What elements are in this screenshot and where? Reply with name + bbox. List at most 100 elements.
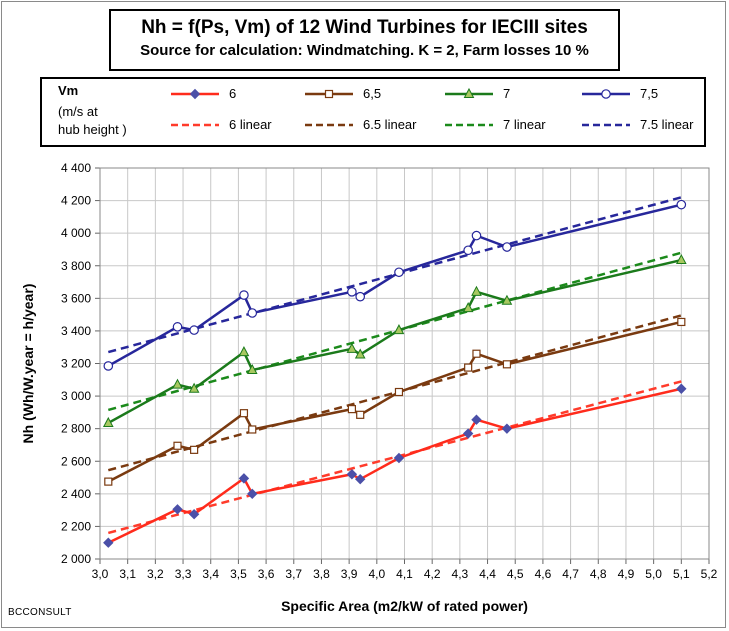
x-tick-label: 3,5 (230, 567, 247, 581)
data-point (190, 445, 199, 454)
x-tick-label: 3,0 (92, 567, 109, 581)
series-6 (103, 383, 687, 548)
legend-subtitle-line: hub height ) (58, 122, 127, 137)
x-tick-label: 4,6 (535, 567, 552, 581)
data-point (462, 302, 474, 313)
y-tick-label: 4 000 (61, 226, 91, 240)
series-7 (102, 253, 687, 427)
x-tick-label: 4,7 (562, 567, 579, 581)
x-tick-label: 4,8 (590, 567, 607, 581)
trendline-6-5-linear (107, 314, 682, 472)
x-tick-label: 5,0 (645, 567, 662, 581)
y-tick-label: 2 600 (61, 454, 91, 468)
data-point (172, 504, 183, 515)
legend-swatch (305, 123, 353, 127)
data-point (354, 348, 366, 359)
data-point (104, 477, 113, 486)
data-point (172, 378, 183, 389)
y-tick-label: 2 000 (61, 552, 91, 566)
legend-swatch (305, 89, 353, 99)
data-point (347, 287, 357, 297)
data-point (394, 387, 404, 397)
data-point (347, 405, 357, 414)
data-point (189, 88, 201, 100)
data-point (501, 423, 513, 434)
data-point (189, 325, 199, 335)
legend-title: Vm (58, 83, 79, 98)
y-tick-label: 3 600 (61, 291, 91, 305)
y-axis-label: Nh (Wh/W.year = h/year) (20, 284, 36, 444)
trendline (107, 251, 682, 412)
x-tick-label: 4,2 (424, 567, 441, 581)
x-tick-label: 5,2 (701, 567, 718, 581)
y-tick-label: 3 400 (61, 324, 91, 338)
legend-swatch (582, 89, 630, 99)
data-point (394, 267, 404, 278)
y-tick-label: 2 400 (61, 487, 91, 501)
data-point (238, 346, 250, 357)
x-tick-label: 3,4 (202, 567, 219, 581)
legend-label: 7 (503, 86, 511, 101)
legend-label: 7 linear (503, 117, 546, 132)
data-point (462, 428, 474, 439)
data-point (247, 488, 258, 500)
series-7-5 (103, 199, 687, 371)
y-tick-label: 2 200 (61, 519, 91, 533)
x-tick-label: 4,0 (368, 567, 385, 581)
trendline (107, 314, 682, 472)
data-point (463, 87, 475, 98)
trendline-7-linear (107, 251, 682, 412)
legend-swatch (582, 123, 630, 127)
legend-label: 6.5 linear (363, 117, 417, 132)
legend-label: 6 (229, 86, 237, 101)
data-point (103, 361, 114, 371)
x-tick-label: 3,8 (313, 567, 330, 581)
data-point (502, 242, 512, 252)
data-point (677, 317, 686, 327)
x-tick-label: 4,4 (479, 567, 496, 581)
data-point (324, 89, 334, 99)
trendline-7-5-linear (107, 196, 682, 354)
data-point (676, 383, 687, 394)
data-point (393, 324, 405, 335)
x-axis-label: Specific Area (m2/kW of rated power) (281, 598, 528, 614)
chart-title-box: Nh = f(Ps, Vm) of 12 Wind Turbines for I… (109, 9, 620, 71)
legend-swatch (171, 88, 219, 100)
x-tick-label: 5,1 (673, 567, 690, 581)
x-tick-label: 3,3 (175, 567, 192, 581)
data-point (675, 253, 687, 265)
y-tick-label: 4 200 (61, 194, 91, 208)
data-point (246, 363, 258, 375)
data-point (355, 473, 366, 485)
legend-label: 6,5 (363, 86, 382, 101)
data-point (471, 414, 482, 425)
data-point (601, 89, 611, 99)
x-tick-label: 3,6 (258, 567, 275, 581)
plot-area-border (99, 167, 710, 560)
y-tick-label: 2 800 (61, 422, 91, 436)
legend-swatch (445, 87, 493, 98)
x-tick-label: 3,9 (341, 567, 358, 581)
footer-credit: BCCONSULT (8, 607, 72, 618)
data-point (239, 290, 249, 300)
chart-title: Nh = f(Ps, Vm) of 12 Wind Turbines for I… (141, 17, 588, 38)
x-tick-label: 3,2 (147, 567, 164, 581)
legend-label: 7.5 linear (640, 117, 694, 132)
series-line (107, 258, 682, 425)
data-point (103, 537, 114, 548)
data-point (239, 409, 249, 418)
data-point (173, 441, 182, 450)
x-tick-label: 3,1 (119, 567, 136, 581)
legend-label: 6 linear (229, 117, 272, 132)
data-point (188, 508, 200, 520)
data-point (346, 342, 358, 353)
data-point (356, 410, 365, 419)
x-tick-label: 4,5 (507, 567, 524, 581)
data-point (471, 285, 482, 296)
data-point (248, 425, 257, 434)
legend-swatch (171, 123, 219, 127)
data-point (471, 230, 482, 241)
series-6-5 (104, 317, 686, 486)
